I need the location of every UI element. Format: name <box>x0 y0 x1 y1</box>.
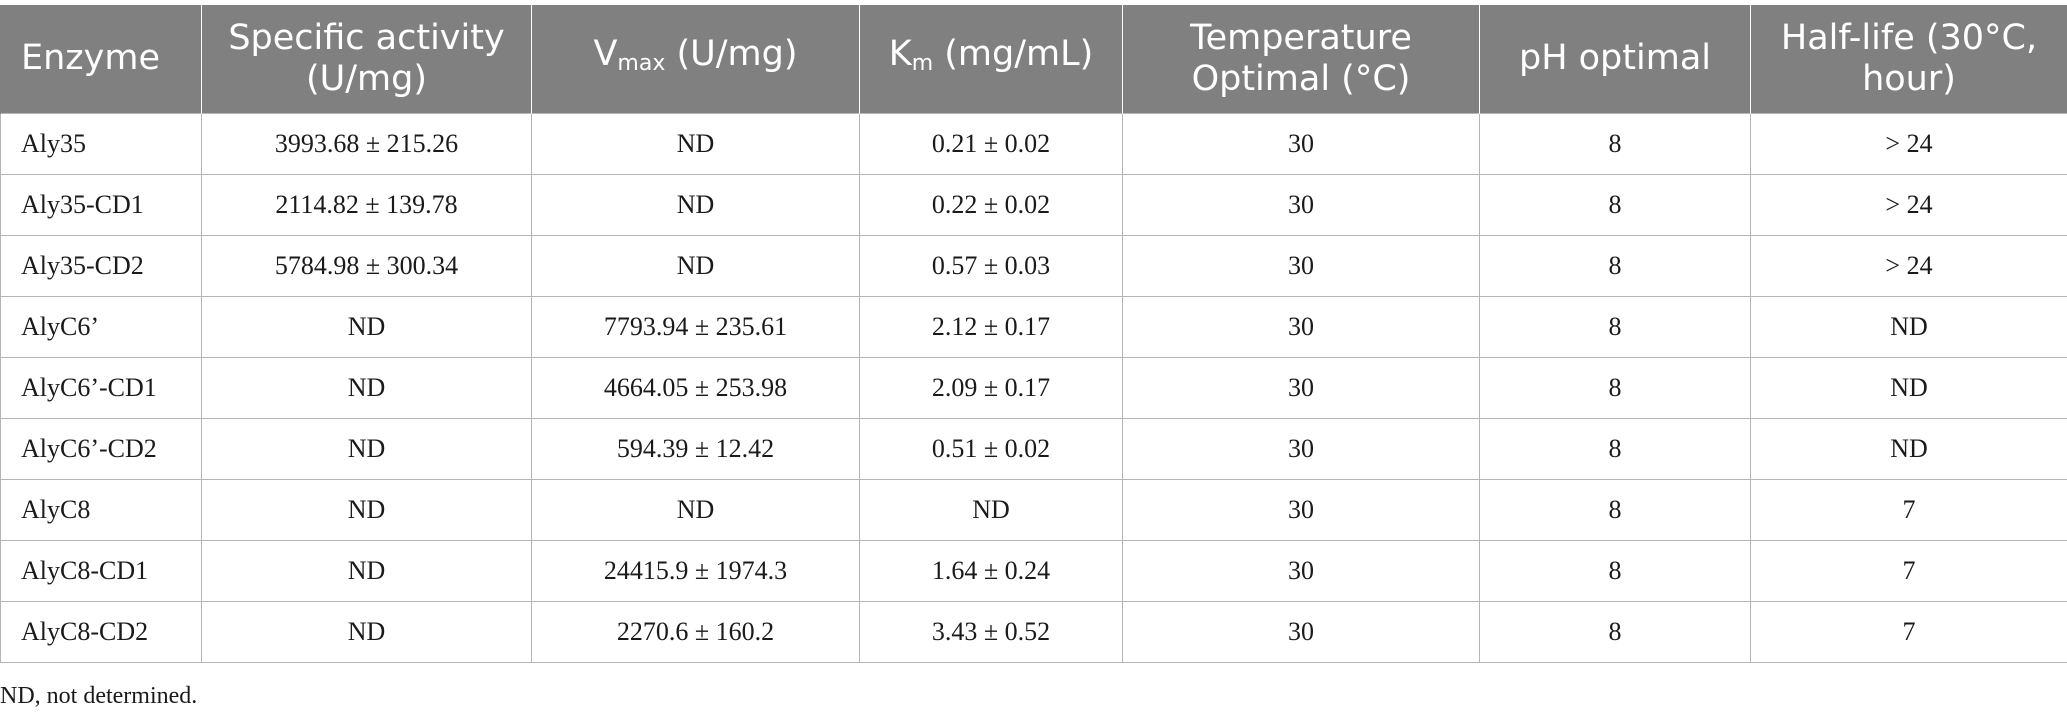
cell-ph: 8 <box>1479 295 1751 358</box>
cell-specific-activity: 5784.98 ± 300.34 <box>201 234 532 297</box>
cell-half-life: 7 <box>1750 478 2067 541</box>
cell-enzyme: Aly35-CD1 <box>0 173 202 236</box>
header-ph: pH optimal <box>1479 5 1751 113</box>
enzyme-table-container: Enzyme Specific activity (U/mg) Vmax (U/… <box>0 5 2067 663</box>
cell-half-life: > 24 <box>1750 173 2067 236</box>
table-row: AlyC8 ND ND ND 30 8 7 <box>0 478 2067 541</box>
header-km-subscript: m <box>911 50 934 76</box>
cell-vmax: ND <box>531 173 860 236</box>
enzyme-properties-table: Enzyme Specific activity (U/mg) Vmax (U/… <box>0 5 2067 663</box>
header-enzyme: Enzyme <box>0 5 202 113</box>
cell-specific-activity: ND <box>201 539 532 602</box>
cell-km: 2.12 ± 0.17 <box>859 295 1123 358</box>
cell-km: ND <box>859 478 1123 541</box>
cell-specific-activity: ND <box>201 295 532 358</box>
header-specific-activity-line2: (U/mg) <box>305 58 428 99</box>
cell-km: 0.21 ± 0.02 <box>859 112 1123 175</box>
header-temperature: Temperature Optimal (°C) <box>1122 5 1480 113</box>
cell-vmax: 2270.6 ± 160.2 <box>531 600 860 663</box>
cell-enzyme: Aly35 <box>0 112 202 175</box>
cell-ph: 8 <box>1479 417 1751 480</box>
header-km-symbol: K <box>888 33 912 74</box>
header-km: Km (mg/mL) <box>859 5 1123 113</box>
cell-temperature: 30 <box>1122 478 1480 541</box>
cell-ph: 8 <box>1479 600 1751 663</box>
header-row: Enzyme Specific activity (U/mg) Vmax (U/… <box>0 5 2067 113</box>
header-ph-label: pH optimal <box>1518 38 1711 79</box>
table-row: AlyC8-CD2 ND 2270.6 ± 160.2 3.43 ± 0.52 … <box>0 600 2067 663</box>
cell-enzyme: AlyC8 <box>0 478 202 541</box>
cell-enzyme: AlyC6’ <box>0 295 202 358</box>
cell-vmax: ND <box>531 478 860 541</box>
table-row: AlyC6’ ND 7793.94 ± 235.61 2.12 ± 0.17 3… <box>0 295 2067 358</box>
cell-specific-activity: ND <box>201 600 532 663</box>
header-vmax-symbol: V <box>593 33 618 74</box>
cell-km: 2.09 ± 0.17 <box>859 356 1123 419</box>
cell-vmax: 594.39 ± 12.42 <box>531 417 860 480</box>
cell-specific-activity: ND <box>201 478 532 541</box>
cell-enzyme: Aly35-CD2 <box>0 234 202 297</box>
cell-half-life: ND <box>1750 356 2067 419</box>
cell-enzyme: AlyC8-CD2 <box>0 600 202 663</box>
cell-specific-activity: ND <box>201 417 532 480</box>
table-body: Aly35 3993.68 ± 215.26 ND 0.21 ± 0.02 30… <box>0 112 2067 663</box>
cell-ph: 8 <box>1479 539 1751 602</box>
cell-vmax: 4664.05 ± 253.98 <box>531 356 860 419</box>
header-enzyme-label: Enzyme <box>21 38 161 79</box>
header-km-unit: (mg/mL) <box>933 33 1094 74</box>
table-footnote: ND, not determined. <box>0 683 198 709</box>
cell-km: 0.57 ± 0.03 <box>859 234 1123 297</box>
header-half-life-line2: hour) <box>1862 58 1956 99</box>
header-half-life-line1: Half-life (30°C, <box>1780 17 2038 58</box>
cell-specific-activity: 3993.68 ± 215.26 <box>201 112 532 175</box>
cell-ph: 8 <box>1479 173 1751 236</box>
cell-temperature: 30 <box>1122 417 1480 480</box>
header-half-life: Half-life (30°C, hour) <box>1750 5 2067 113</box>
cell-vmax: 24415.9 ± 1974.3 <box>531 539 860 602</box>
header-vmax-unit: (U/mg) <box>665 33 798 74</box>
cell-ph: 8 <box>1479 478 1751 541</box>
cell-enzyme: AlyC8-CD1 <box>0 539 202 602</box>
table-row: Aly35-CD1 2114.82 ± 139.78 ND 0.22 ± 0.0… <box>0 173 2067 236</box>
cell-ph: 8 <box>1479 234 1751 297</box>
cell-vmax: ND <box>531 234 860 297</box>
header-temperature-line2: Optimal (°C) <box>1191 58 1411 99</box>
cell-ph: 8 <box>1479 112 1751 175</box>
cell-temperature: 30 <box>1122 600 1480 663</box>
cell-half-life: > 24 <box>1750 112 2067 175</box>
cell-ph: 8 <box>1479 356 1751 419</box>
cell-vmax: 7793.94 ± 235.61 <box>531 295 860 358</box>
cell-temperature: 30 <box>1122 234 1480 297</box>
table-header: Enzyme Specific activity (U/mg) Vmax (U/… <box>0 5 2067 113</box>
cell-temperature: 30 <box>1122 295 1480 358</box>
cell-km: 1.64 ± 0.24 <box>859 539 1123 602</box>
cell-specific-activity: ND <box>201 356 532 419</box>
header-vmax: Vmax (U/mg) <box>531 5 860 113</box>
table-row: AlyC8-CD1 ND 24415.9 ± 1974.3 1.64 ± 0.2… <box>0 539 2067 602</box>
cell-temperature: 30 <box>1122 356 1480 419</box>
cell-half-life: ND <box>1750 295 2067 358</box>
cell-temperature: 30 <box>1122 173 1480 236</box>
cell-temperature: 30 <box>1122 539 1480 602</box>
cell-km: 3.43 ± 0.52 <box>859 600 1123 663</box>
cell-specific-activity: 2114.82 ± 139.78 <box>201 173 532 236</box>
cell-km: 0.51 ± 0.02 <box>859 417 1123 480</box>
cell-enzyme: AlyC6’-CD1 <box>0 356 202 419</box>
header-vmax-subscript: max <box>617 50 666 76</box>
cell-half-life: 7 <box>1750 539 2067 602</box>
table-row: Aly35 3993.68 ± 215.26 ND 0.21 ± 0.02 30… <box>0 112 2067 175</box>
cell-half-life: ND <box>1750 417 2067 480</box>
cell-vmax: ND <box>531 112 860 175</box>
cell-half-life: > 24 <box>1750 234 2067 297</box>
table-row: AlyC6’-CD2 ND 594.39 ± 12.42 0.51 ± 0.02… <box>0 417 2067 480</box>
table-row: AlyC6’-CD1 ND 4664.05 ± 253.98 2.09 ± 0.… <box>0 356 2067 419</box>
cell-half-life: 7 <box>1750 600 2067 663</box>
header-specific-activity: Specific activity (U/mg) <box>201 5 532 113</box>
cell-km: 0.22 ± 0.02 <box>859 173 1123 236</box>
cell-enzyme: AlyC6’-CD2 <box>0 417 202 480</box>
header-specific-activity-line1: Specific activity <box>228 17 505 58</box>
table-row: Aly35-CD2 5784.98 ± 300.34 ND 0.57 ± 0.0… <box>0 234 2067 297</box>
header-temperature-line1: Temperature <box>1190 17 1412 58</box>
cell-temperature: 30 <box>1122 112 1480 175</box>
